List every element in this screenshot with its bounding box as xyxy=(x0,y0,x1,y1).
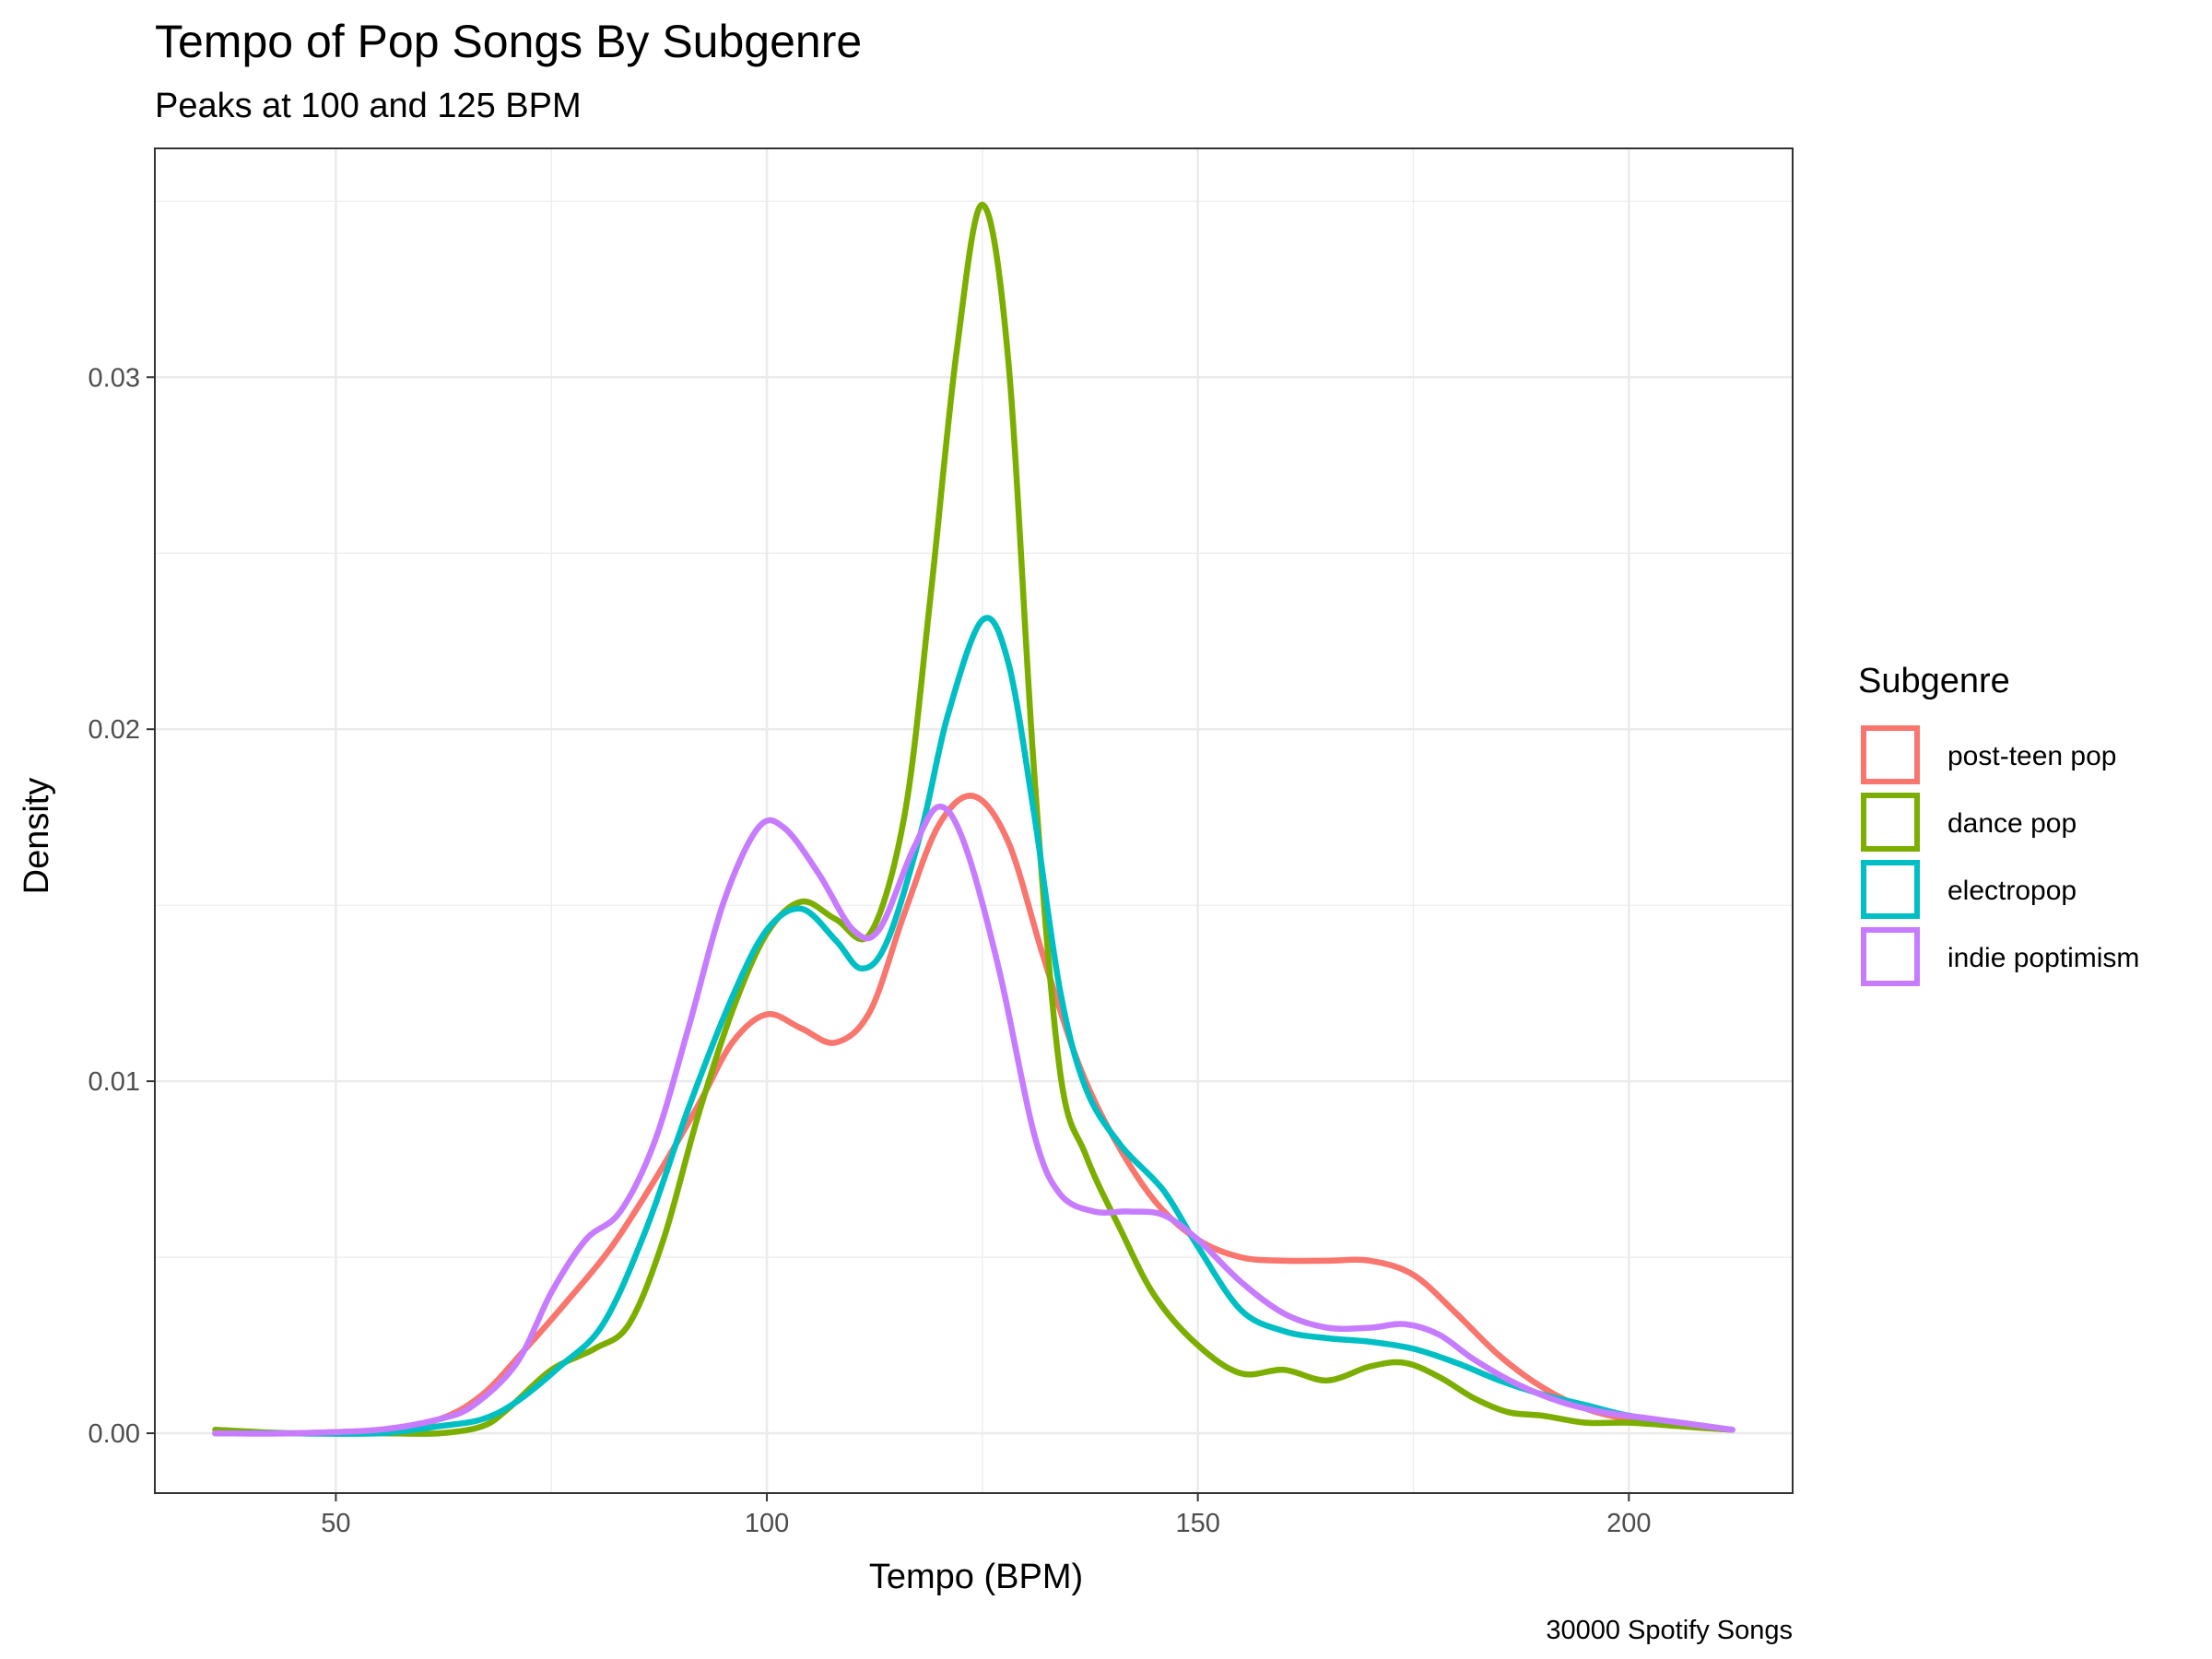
y-tick-label: 0.00 xyxy=(88,1419,140,1449)
panel-border xyxy=(154,147,1794,1494)
legend-label-electropop: electropop xyxy=(1947,876,2077,906)
y-axis: 0.00 0.01 0.02 0.03 xyxy=(88,363,155,1449)
x-tick-label: 100 xyxy=(745,1509,789,1538)
chart-title: Tempo of Pop Songs By Subgenre xyxy=(155,16,862,67)
legend-title: Subgenre xyxy=(1858,662,2010,700)
density-line-post-teen-pop xyxy=(212,793,1735,1437)
x-tick-label: 200 xyxy=(1606,1509,1651,1538)
y-tick-label: 0.03 xyxy=(88,363,140,393)
legend-label-post-teen-pop: post-teen pop xyxy=(1947,741,2116,771)
y-tick-label: 0.02 xyxy=(88,715,140,745)
legend-items: post-teen pop dance pop electropop indie po… xyxy=(1861,725,2139,986)
chart-subtitle: Peaks at 100 and 125 BPM xyxy=(155,87,582,125)
chart-caption: 30000 Spotify Songs xyxy=(1546,1616,1793,1645)
legend-key-electropop xyxy=(1861,860,1920,919)
legend-label-indie-poptimism: indie poptimism xyxy=(1947,943,2139,973)
legend-key-post-teen-pop xyxy=(1861,725,1920,784)
x-axis: 50 100 150 200 xyxy=(321,1493,1651,1538)
legend-key-dance-pop xyxy=(1861,793,1920,852)
legend-label-dance-pop: dance pop xyxy=(1947,808,2077,839)
plot-panel xyxy=(154,147,1794,1494)
density-line-electropop xyxy=(212,615,1735,1437)
legend: Subgenre post-teen pop dance pop electropo… xyxy=(1858,662,2139,986)
x-tick-label: 50 xyxy=(321,1509,350,1538)
legend-key-indie-poptimism xyxy=(1861,927,1920,986)
density-lines xyxy=(212,201,1735,1437)
density-line-indie-poptimism xyxy=(212,803,1735,1437)
y-tick-label: 0.01 xyxy=(88,1067,140,1097)
density-line-dance-pop xyxy=(212,201,1735,1437)
minor-gridlines xyxy=(155,148,1793,1493)
y-axis-title: Density xyxy=(18,778,56,895)
x-tick-label: 150 xyxy=(1175,1509,1219,1538)
x-axis-title: Tempo (BPM) xyxy=(869,1558,1083,1596)
